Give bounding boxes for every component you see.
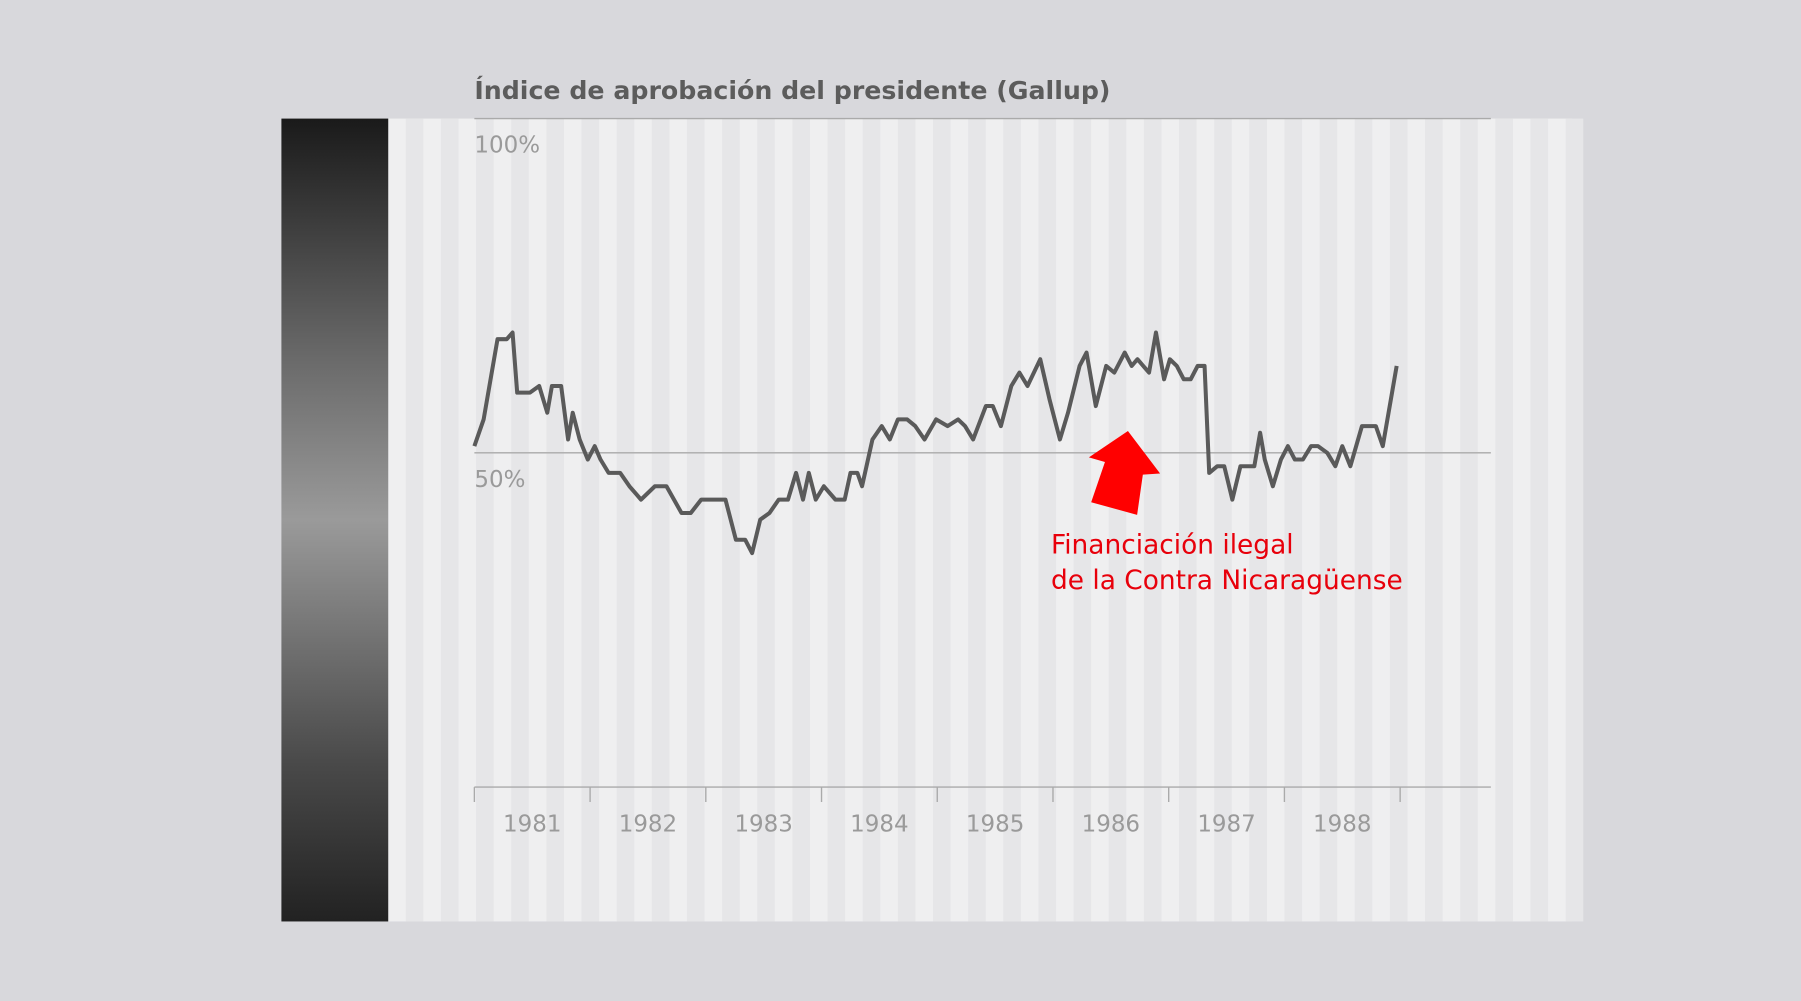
stripe [933,118,951,922]
annotation-arrow [1088,431,1161,515]
y-tick-label: 50% [474,467,525,493]
series-line [472,330,1399,556]
x-tick-label: 1982 [619,811,677,837]
stripe [511,118,529,922]
stripe [1003,118,1021,922]
x-tick-label: 1986 [1082,811,1140,837]
stripe [476,118,494,922]
x-tick-label: 1985 [966,811,1024,837]
stripe [1038,118,1057,922]
x-tick-label: 1987 [1197,811,1255,837]
stripe [827,118,846,922]
x-tick-label: 1983 [734,811,792,837]
stripe [1073,118,1092,922]
chart-title: Índice de aprobación del presidente (Gal… [474,76,1110,105]
stripe [1389,118,1408,922]
stripe [1284,118,1303,922]
x-tick-label: 1988 [1313,811,1371,837]
photo [281,118,389,922]
stripe [968,118,986,922]
stripe [1354,118,1373,922]
stripe [1495,118,1513,922]
stripe [686,118,705,922]
stripe [1425,118,1443,922]
stripe [405,118,424,922]
stripe [1530,118,1549,922]
stripe [1565,118,1584,922]
stripe [1460,118,1478,922]
plot: 50% 100% 1981 1982 1983 1984 1985 1986 1987 1988 F… [472,117,1491,837]
y-tick-label: 100% [474,133,540,159]
stripe [792,118,810,922]
stripe [1179,118,1197,922]
stripe [440,118,459,922]
stripe [862,118,881,922]
stripes [405,118,1584,922]
stripe [1108,118,1127,922]
stripe [651,118,670,922]
stripe [757,118,775,922]
stripe [546,118,564,922]
x-tick-label: 1984 [850,811,908,837]
annotation: de la Contra Nicaragüense [1051,565,1403,596]
stripe [1319,118,1338,922]
stripe [581,118,600,922]
annotation: Financiación ilegal [1051,529,1294,560]
x-tick-label: 1981 [503,811,561,837]
stripe [616,118,635,922]
stripe [1214,118,1232,922]
stripe [897,118,916,922]
stripe [1249,118,1267,922]
stripe [1143,118,1162,922]
